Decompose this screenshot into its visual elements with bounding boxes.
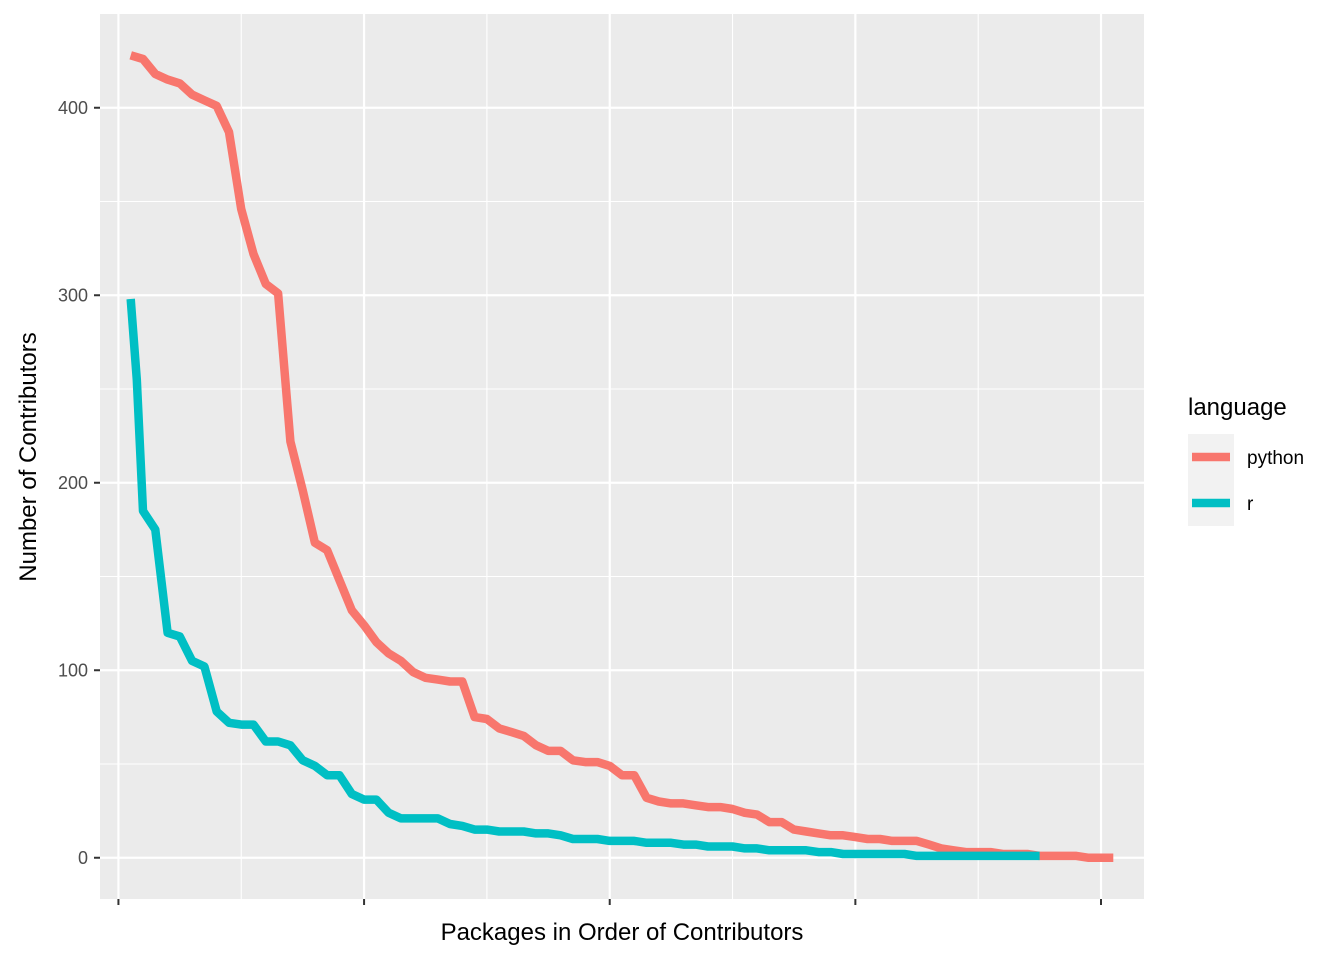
y-axis-title: Number of Contributors — [15, 332, 42, 581]
legend-item-python: python — [1188, 434, 1304, 480]
legend-label: python — [1247, 448, 1304, 469]
y-tick-label: 400 — [58, 98, 88, 118]
grid-minor — [100, 14, 1144, 899]
legend-label: r — [1247, 494, 1254, 515]
x-axis — [117, 899, 1103, 905]
legend-item-r: r — [1188, 480, 1254, 526]
y-tick-label: 0 — [78, 848, 88, 868]
y-tick-label: 100 — [58, 660, 88, 680]
series-line-r — [126, 298, 1040, 861]
series-line-python — [129, 51, 1114, 863]
legend-items: python r — [1188, 434, 1304, 526]
legend: language python r — [1188, 394, 1304, 526]
y-tick-label: 200 — [58, 473, 88, 493]
legend-title: language — [1188, 394, 1287, 421]
x-axis-title: Packages in Order of Contributors — [441, 919, 804, 946]
series-layer — [126, 51, 1114, 863]
y-axis: 0 100 200 300 400 — [58, 98, 100, 868]
plot-panel — [100, 14, 1144, 899]
y-tick-label: 300 — [58, 285, 88, 305]
